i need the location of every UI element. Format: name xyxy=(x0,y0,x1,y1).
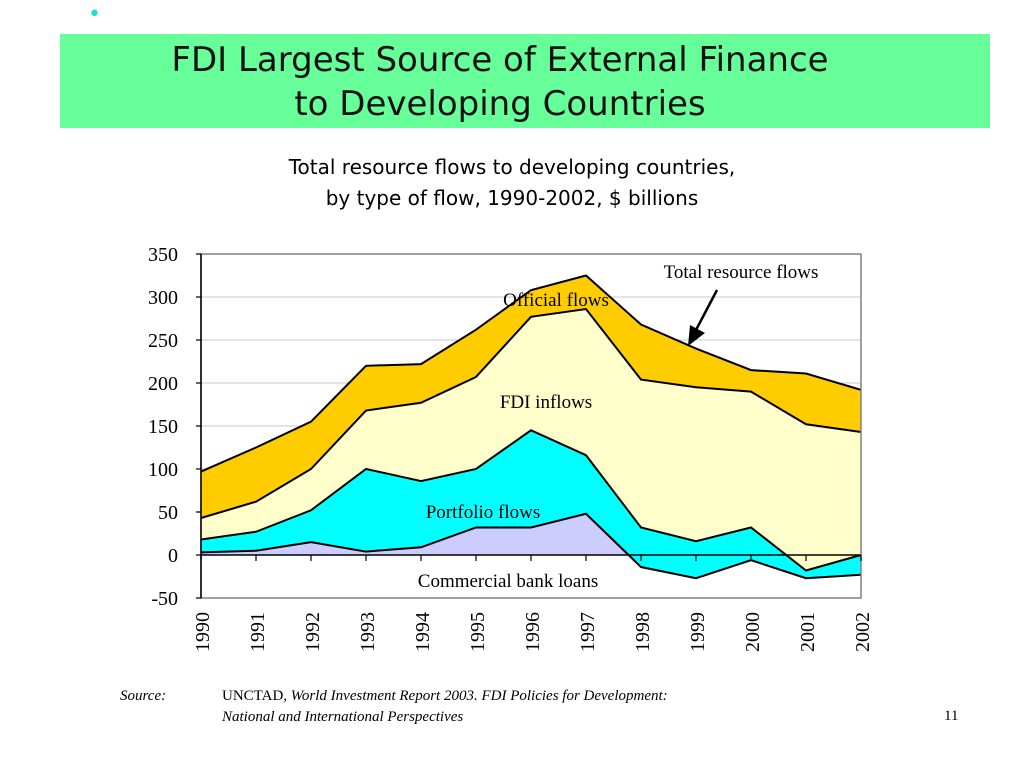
y-tick-label-300: 300 xyxy=(148,287,178,309)
chart-subtitle: Total resource flows to developing count… xyxy=(0,152,1024,214)
y-tick-label-50: 50 xyxy=(158,502,178,524)
title-line-1: FDI Largest Source of External Finance xyxy=(171,40,829,80)
y-tick-label--50: -50 xyxy=(151,588,178,610)
official-flows-label: Official flows xyxy=(503,290,609,311)
source-body: UNCTAD, World Investment Report 2003. FD… xyxy=(222,686,942,728)
commercial-bank-loans-label: Commercial bank loans xyxy=(418,571,598,592)
x-tick-label-1993: 1993 xyxy=(357,612,379,652)
x-tick-label-1995: 1995 xyxy=(467,612,489,652)
line-fdi xyxy=(200,307,862,519)
page-number: 11 xyxy=(944,708,959,724)
x-tick-label-2002: 2002 xyxy=(852,612,874,652)
y-tick-label-150: 150 xyxy=(148,416,178,438)
total-flows-arrow-head xyxy=(688,325,705,346)
source-title-1: , World Investment Report 2003. FDI Poli… xyxy=(283,688,668,704)
x-tick-label-1997: 1997 xyxy=(577,612,599,652)
x-tick-label-1991: 1991 xyxy=(247,612,269,652)
x-tick-label-1999: 1999 xyxy=(687,612,709,652)
y-tick-label-350: 350 xyxy=(148,244,178,266)
x-tick-label-1990: 1990 xyxy=(192,612,214,652)
total-flows-arrow-line xyxy=(694,289,719,331)
title-line-2: to Developing Countries xyxy=(294,84,706,124)
area-fdi xyxy=(201,309,861,571)
y-tick-label-200: 200 xyxy=(148,373,178,395)
subtitle-line-2: by type of flow, 1990-2002, $ billions xyxy=(325,186,699,210)
source-publisher: UNCTAD xyxy=(222,688,284,704)
title-band xyxy=(60,34,990,128)
slide-title: FDI Largest Source of External Finance t… xyxy=(0,38,1000,126)
x-tick-label-2000: 2000 xyxy=(742,612,764,652)
fdi-inflows-label: FDI inflows xyxy=(500,392,592,413)
portfolio-flows-label: Portfolio flows xyxy=(426,502,541,523)
x-tick-label-2001: 2001 xyxy=(797,612,819,652)
total-flows-label: Total resource flows xyxy=(664,262,819,283)
area-official xyxy=(201,275,861,519)
x-tick-label-1998: 1998 xyxy=(632,612,654,652)
source-label: Source: xyxy=(120,688,167,704)
x-tick-label-1996: 1996 xyxy=(522,612,544,652)
subtitle-line-1: Total resource flows to developing count… xyxy=(288,155,736,179)
y-tick-label-250: 250 xyxy=(148,330,178,352)
y-tick-label-0: 0 xyxy=(168,545,178,567)
x-tick-label-1994: 1994 xyxy=(412,612,434,652)
y-tick-label-100: 100 xyxy=(148,459,178,481)
line-portfolio xyxy=(200,429,862,572)
line-official xyxy=(200,274,862,473)
source-title-2: National and International Perspectives xyxy=(222,709,464,725)
x-tick-label-1992: 1992 xyxy=(302,612,324,652)
